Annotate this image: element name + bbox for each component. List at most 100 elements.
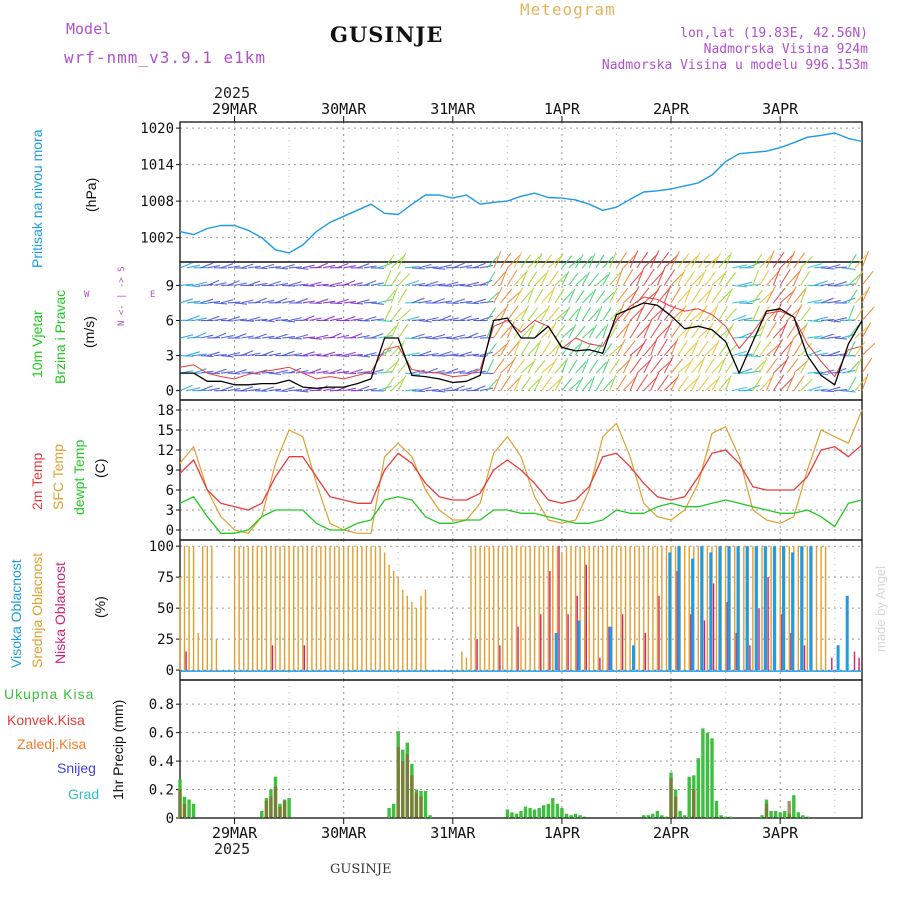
wind-arrow [370,302,384,305]
cloud-mid-bar [570,546,572,671]
wind-arrow [684,322,693,339]
wind-arrow [254,267,268,270]
precip-convective-bar [787,800,791,818]
cloud-mid-bar [824,546,827,671]
wind-arrow [643,319,652,339]
wind-arrow [766,286,776,304]
y-tick-label: 9 [166,463,174,479]
wind-arrow [179,355,194,357]
wind-arrow [711,359,724,374]
wind-arrow [595,377,605,391]
wind-arrow [254,318,268,322]
cloud-mid-bar [465,657,468,671]
cloud-high-bar [836,645,840,671]
wind-arrow [534,359,546,374]
cloud-low-label: Niska Oblacnost [52,562,68,664]
wind-arrow [820,333,834,339]
cloud-mid-bar [388,564,390,671]
precip-total-bar [542,805,546,818]
wind-arrow [288,367,302,374]
cloud-mid-bar [393,571,395,671]
cloud-low-bar [735,632,737,671]
wind-arrow [588,375,596,391]
wind-arrow [616,251,628,269]
temp-dewpt-label: dewpt Temp [71,439,87,515]
cloud-low-bar [676,571,678,671]
wind-arrow [779,320,789,339]
wind-arrow [547,255,562,269]
wind-arrow [295,370,309,374]
wind-arrow [575,254,584,269]
wind-arrow [745,298,761,304]
precip-snow-label: Snijeg [57,760,96,776]
wind-arrow [772,323,787,339]
wind-arrow [445,281,459,286]
wind-arrow [779,355,790,374]
cloud-mid-bar [379,546,381,671]
wind-arrow [336,284,350,286]
precip-convective-bar [278,806,282,818]
wind-arrow [861,306,875,321]
wind-arrow [295,334,309,339]
cloud-mid-bar [288,546,290,671]
wind-arrow [261,386,275,392]
cloud-low-bar [831,657,833,671]
wind-arrow [718,290,731,304]
wind-arrow [248,388,261,392]
wind-arrow [656,303,667,321]
bottom-year-label: 2025 [214,840,251,858]
temp-unit-label: (C) [92,458,108,478]
cloud-mid-bar [265,546,268,671]
date-label-top: 3APR [762,100,799,118]
wind-arrow [282,284,296,287]
wind-arrow [473,385,486,392]
wind-arrow [622,289,638,304]
wind-arrow [786,322,798,339]
wind-arrow [711,273,725,286]
cloud-low-bar [853,651,856,671]
wind-arrow [725,359,735,374]
wind-arrow [179,262,193,269]
wind-arrow [527,307,539,321]
cloud-mid-bar [192,546,195,671]
wind-arrow [425,388,439,392]
wind-arrow [268,352,282,357]
date-label-bottom: 31MAR [430,824,476,842]
wind-arrow [200,298,214,304]
cloud-mid-bar [815,546,818,671]
wind-arrow [466,353,480,357]
wind-arrow [241,350,254,357]
cloud-low-bar [781,614,783,671]
wind-arrow [786,373,796,391]
wind-arrow [663,285,672,304]
wind-arrow [854,254,867,269]
model-label: Model [66,20,112,38]
wind-arrow [377,349,392,357]
wind-arrow [629,321,641,339]
cloud-mid-bar [315,546,318,671]
wind-arrow [595,361,607,374]
y-tick-label: 6 [166,483,174,499]
precip-total-bar [260,810,264,818]
wind-arrow [254,297,267,304]
wind-arrow [629,285,640,304]
wind-arrow [220,385,234,392]
wind-arrow [186,300,201,304]
wind-arrow [295,283,309,286]
wind-arrow [643,376,658,392]
wind-arrow [459,264,473,269]
y-tick-label: 6 [166,313,174,329]
cloud-mid-bar [579,546,581,671]
wind-arrow [200,355,214,358]
cloud-high-bar [809,546,813,671]
cloud-mid-bar [424,589,427,671]
wind-arrow [814,265,829,269]
wind-arrow [411,390,426,393]
wind-arrow [657,359,673,374]
wind-arrow [466,332,479,339]
wind-arrow [677,340,688,356]
wind-arrow [329,368,342,374]
wind-arrow [663,305,677,321]
cloud-mid-bar [588,546,590,671]
cloud-mid-bar [215,639,218,671]
